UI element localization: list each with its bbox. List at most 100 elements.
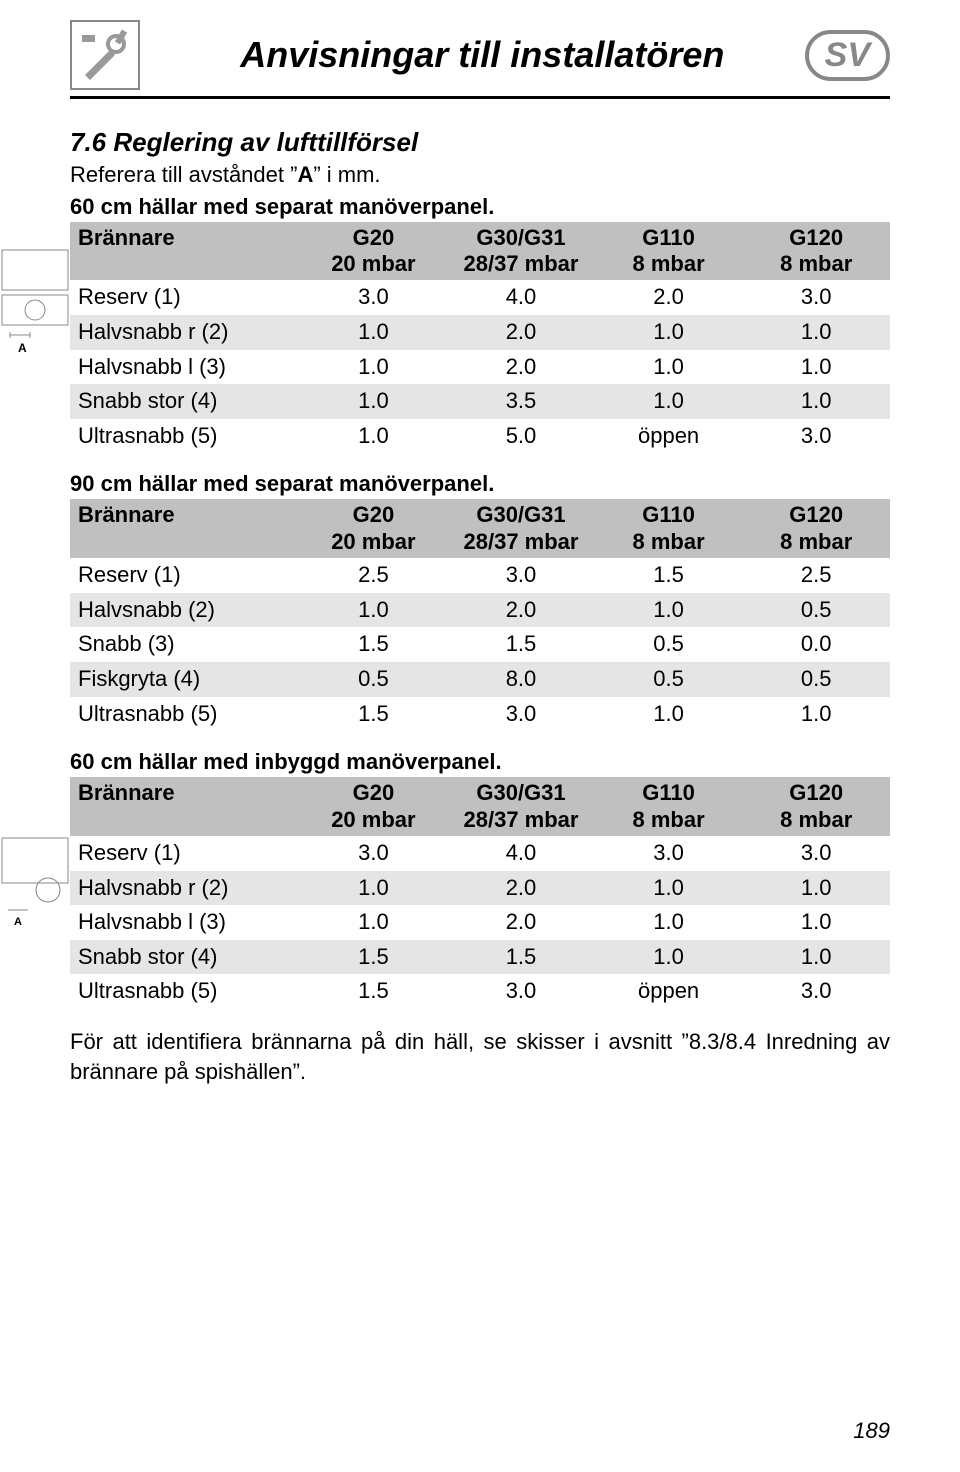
- table3-caption: 60 cm hällar med inbyggd manöverpanel.: [70, 749, 890, 775]
- value-cell: öppen: [595, 419, 743, 454]
- value-cell: 1.0: [300, 419, 448, 454]
- value-cell: 1.0: [595, 905, 743, 940]
- value-cell: 1.0: [300, 593, 448, 628]
- value-cell: 1.5: [300, 974, 448, 1009]
- section-heading: 7.6 Reglering av lufttillförsel: [70, 127, 890, 158]
- value-cell: 2.0: [447, 315, 595, 350]
- value-cell: 3.0: [595, 836, 743, 871]
- value-cell: 1.0: [595, 350, 743, 385]
- table-row: Snabb (3)1.51.50.50.0: [70, 627, 890, 662]
- th-burner: Brännare: [70, 499, 300, 558]
- burner-cell: Reserv (1): [70, 558, 300, 593]
- th-g120: G1208 mbar: [742, 777, 890, 836]
- th-g30: G30/G3128/37 mbar: [447, 499, 595, 558]
- value-cell: 0.5: [742, 593, 890, 628]
- language-badge: SV: [805, 30, 890, 81]
- burner-cell: Reserv (1): [70, 280, 300, 315]
- th-g20: G2020 mbar: [300, 222, 448, 281]
- value-cell: 3.0: [742, 974, 890, 1009]
- svg-text:A: A: [18, 341, 27, 355]
- side-diagram-2: A: [0, 830, 70, 940]
- value-cell: 1.0: [300, 315, 448, 350]
- side-diagram-1: A: [0, 240, 70, 370]
- value-cell: 1.5: [300, 627, 448, 662]
- value-cell: 0.0: [742, 627, 890, 662]
- value-cell: 0.5: [300, 662, 448, 697]
- value-cell: 2.0: [447, 350, 595, 385]
- header-left: [70, 20, 140, 90]
- burner-cell: Ultrasnabb (5): [70, 697, 300, 732]
- table-row: Ultrasnabb (5)1.53.0öppen3.0: [70, 974, 890, 1009]
- value-cell: 4.0: [447, 280, 595, 315]
- table-row: Fiskgryta (4)0.58.00.50.5: [70, 662, 890, 697]
- table-row: Reserv (1)3.04.03.03.0: [70, 836, 890, 871]
- value-cell: 1.0: [595, 697, 743, 732]
- value-cell: 1.0: [742, 350, 890, 385]
- th-g30: G30/G3128/37 mbar: [447, 222, 595, 281]
- reference-line: Referera till avståndet ”A” i mm.: [70, 160, 890, 190]
- page-title: Anvisningar till installatören: [160, 34, 805, 76]
- th-burner: Brännare: [70, 222, 300, 281]
- value-cell: 1.0: [300, 905, 448, 940]
- value-cell: 3.0: [742, 836, 890, 871]
- value-cell: 2.0: [447, 905, 595, 940]
- table-row: Halvsnabb l (3)1.02.01.01.0: [70, 350, 890, 385]
- table-row: Reserv (1)2.53.01.52.5: [70, 558, 890, 593]
- value-cell: 1.0: [742, 940, 890, 975]
- burner-cell: Snabb stor (4): [70, 384, 300, 419]
- value-cell: 0.5: [595, 662, 743, 697]
- value-cell: 3.0: [300, 280, 448, 315]
- value-cell: 3.0: [742, 419, 890, 454]
- burner-cell: Fiskgryta (4): [70, 662, 300, 697]
- burner-cell: Halvsnabb (2): [70, 593, 300, 628]
- value-cell: 3.0: [742, 280, 890, 315]
- svg-text:A: A: [14, 916, 22, 928]
- value-cell: 1.0: [300, 350, 448, 385]
- burner-cell: Halvsnabb l (3): [70, 905, 300, 940]
- value-cell: 3.0: [300, 836, 448, 871]
- table-row: Halvsnabb l (3)1.02.01.01.0: [70, 905, 890, 940]
- value-cell: 2.0: [447, 593, 595, 628]
- table-row: Halvsnabb (2)1.02.01.00.5: [70, 593, 890, 628]
- table-60cm-separate: Brännare G2020 mbar G30/G3128/37 mbar G1…: [70, 222, 890, 454]
- table2-caption: 90 cm hällar med separat manöverpanel.: [70, 471, 890, 497]
- value-cell: 1.0: [742, 315, 890, 350]
- value-cell: 3.5: [447, 384, 595, 419]
- value-cell: 2.5: [742, 558, 890, 593]
- th-g20: G2020 mbar: [300, 499, 448, 558]
- ref-post: ” i mm.: [313, 162, 380, 187]
- footer-note: För att identifiera brännarna på din häl…: [70, 1027, 890, 1086]
- th-g110: G1108 mbar: [595, 499, 743, 558]
- th-g120: G1208 mbar: [742, 499, 890, 558]
- table-row: Snabb stor (4)1.03.51.01.0: [70, 384, 890, 419]
- value-cell: 1.0: [300, 384, 448, 419]
- table-row: Halvsnabb r (2)1.02.01.01.0: [70, 315, 890, 350]
- value-cell: 1.5: [447, 627, 595, 662]
- value-cell: 2.5: [300, 558, 448, 593]
- burner-cell: Ultrasnabb (5): [70, 419, 300, 454]
- value-cell: 5.0: [447, 419, 595, 454]
- table-row: Ultrasnabb (5)1.05.0öppen3.0: [70, 419, 890, 454]
- value-cell: 3.0: [447, 697, 595, 732]
- th-g110: G1108 mbar: [595, 222, 743, 281]
- ref-pre: Referera till avståndet ”: [70, 162, 297, 187]
- table-row: Halvsnabb r (2)1.02.01.01.0: [70, 871, 890, 906]
- burner-cell: Snabb (3): [70, 627, 300, 662]
- value-cell: 1.0: [595, 315, 743, 350]
- table-90cm-separate: Brännare G2020 mbar G30/G3128/37 mbar G1…: [70, 499, 890, 731]
- value-cell: 1.0: [742, 697, 890, 732]
- burner-cell: Halvsnabb r (2): [70, 315, 300, 350]
- value-cell: 1.0: [595, 871, 743, 906]
- table1-caption: 60 cm hällar med separat manöverpanel.: [70, 194, 890, 220]
- burner-cell: Reserv (1): [70, 836, 300, 871]
- th-g30: G30/G3128/37 mbar: [447, 777, 595, 836]
- page-header: Anvisningar till installatören SV: [70, 20, 890, 99]
- value-cell: öppen: [595, 974, 743, 1009]
- table-row: Reserv (1)3.04.02.03.0: [70, 280, 890, 315]
- value-cell: 1.0: [595, 384, 743, 419]
- burner-cell: Snabb stor (4): [70, 940, 300, 975]
- ref-bold: A: [297, 162, 313, 187]
- value-cell: 4.0: [447, 836, 595, 871]
- value-cell: 2.0: [447, 871, 595, 906]
- burner-cell: Halvsnabb l (3): [70, 350, 300, 385]
